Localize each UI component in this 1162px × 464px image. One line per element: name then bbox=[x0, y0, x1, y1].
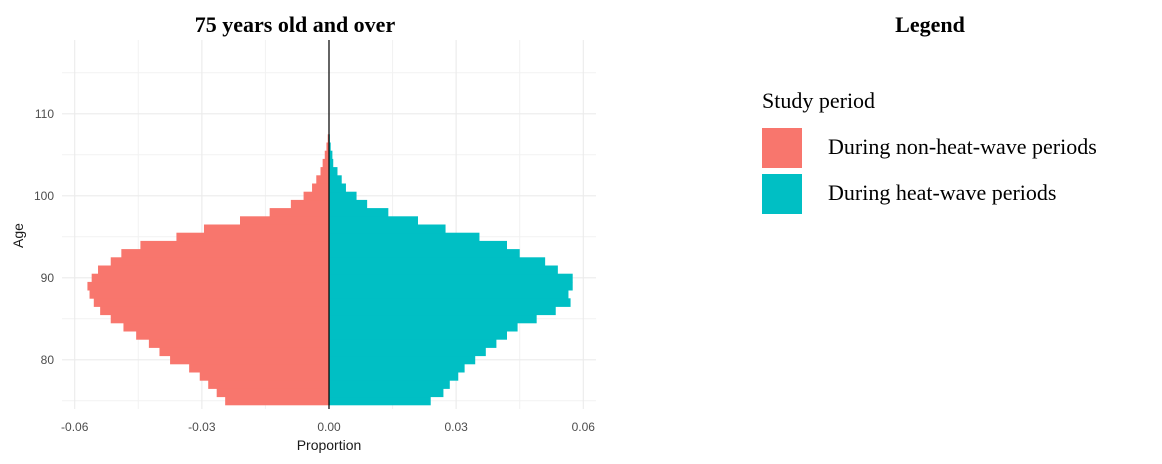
bar-heat-wave bbox=[329, 290, 569, 299]
x-tick-label: -0.06 bbox=[61, 420, 89, 434]
bar-heat-wave bbox=[329, 240, 507, 250]
bar-heat-wave bbox=[329, 388, 444, 398]
bar-heat-wave bbox=[329, 142, 331, 152]
axis-layer: -0.06 -0.03 0.00 0.03 0.06 80 90 100 110 Proporti… bbox=[10, 40, 595, 453]
bar-non-heat-wave bbox=[123, 322, 329, 332]
bar-heat-wave bbox=[329, 347, 486, 357]
bar-non-heat-wave bbox=[140, 240, 329, 250]
bar-non-heat-wave bbox=[121, 249, 329, 258]
bar-non-heat-wave bbox=[312, 183, 329, 193]
bar-non-heat-wave bbox=[316, 175, 329, 184]
population-pyramid-chart: -0.06 -0.03 0.00 0.03 0.06 80 90 100 110 Proporti… bbox=[10, 40, 596, 453]
bars-layer bbox=[87, 126, 573, 406]
bar-heat-wave bbox=[329, 380, 450, 389]
x-tick-label: 0.03 bbox=[444, 420, 468, 434]
bar-non-heat-wave bbox=[327, 134, 329, 143]
x-tick-label: -0.03 bbox=[188, 420, 216, 434]
bar-non-heat-wave bbox=[136, 331, 329, 340]
bar-non-heat-wave bbox=[322, 158, 329, 168]
bar-non-heat-wave bbox=[303, 191, 329, 201]
y-tick-label: 80 bbox=[41, 353, 55, 367]
bar-heat-wave bbox=[329, 249, 520, 258]
bar-non-heat-wave bbox=[93, 298, 330, 307]
chart-title: 75 years old and over bbox=[194, 12, 396, 37]
legend-label-non-heat-wave: During non-heat-wave periods bbox=[828, 134, 1097, 159]
x-axis-title: Proportion bbox=[297, 437, 362, 453]
bar-heat-wave bbox=[329, 167, 338, 176]
bar-non-heat-wave bbox=[100, 306, 330, 316]
bar-non-heat-wave bbox=[159, 347, 329, 357]
bar-non-heat-wave bbox=[87, 281, 329, 291]
bar-heat-wave bbox=[329, 150, 333, 160]
bar-heat-wave bbox=[329, 314, 537, 324]
bar-heat-wave bbox=[329, 183, 346, 193]
legend-swatch-heat-wave bbox=[762, 174, 802, 214]
bar-non-heat-wave bbox=[98, 265, 330, 275]
bar-non-heat-wave bbox=[320, 167, 329, 176]
bar-non-heat-wave bbox=[225, 396, 329, 406]
bar-non-heat-wave bbox=[216, 388, 329, 398]
bar-heat-wave bbox=[329, 191, 357, 201]
legend-subtitle: Study period bbox=[762, 88, 876, 113]
bar-heat-wave bbox=[329, 257, 546, 266]
bar-non-heat-wave bbox=[148, 339, 329, 348]
bar-non-heat-wave bbox=[324, 150, 329, 160]
bar-non-heat-wave bbox=[189, 363, 329, 373]
bar-non-heat-wave bbox=[199, 372, 329, 381]
bar-heat-wave bbox=[329, 208, 389, 217]
bar-heat-wave bbox=[329, 224, 446, 234]
bar-non-heat-wave bbox=[240, 216, 329, 225]
bar-non-heat-wave bbox=[89, 290, 329, 299]
bar-heat-wave bbox=[329, 175, 342, 184]
bar-non-heat-wave bbox=[176, 232, 329, 242]
bar-non-heat-wave bbox=[110, 257, 329, 266]
bar-heat-wave bbox=[329, 281, 573, 291]
bar-heat-wave bbox=[329, 396, 431, 406]
bar-heat-wave bbox=[329, 355, 476, 365]
bar-non-heat-wave bbox=[170, 355, 329, 365]
x-tick-label: 0.06 bbox=[572, 420, 596, 434]
bar-non-heat-wave bbox=[326, 142, 329, 152]
bar-heat-wave bbox=[329, 372, 459, 381]
y-tick-label: 100 bbox=[34, 189, 54, 203]
y-axis-title: Age bbox=[10, 223, 26, 248]
y-tick-label: 90 bbox=[41, 271, 55, 285]
bar-heat-wave bbox=[329, 306, 556, 316]
legend-swatch-non-heat-wave bbox=[762, 128, 802, 168]
bar-non-heat-wave bbox=[91, 273, 330, 283]
bar-non-heat-wave bbox=[290, 199, 329, 209]
bar-heat-wave bbox=[329, 322, 518, 332]
bar-heat-wave bbox=[329, 331, 507, 340]
bar-heat-wave bbox=[329, 158, 334, 168]
bar-heat-wave bbox=[329, 216, 418, 225]
bar-heat-wave bbox=[329, 199, 368, 209]
bar-non-heat-wave bbox=[208, 380, 329, 389]
bar-heat-wave bbox=[329, 232, 480, 242]
bar-non-heat-wave bbox=[269, 208, 329, 217]
bar-non-heat-wave bbox=[203, 224, 329, 234]
y-tick-label: 110 bbox=[35, 107, 54, 121]
x-tick-label: 0.00 bbox=[317, 420, 341, 434]
bar-heat-wave bbox=[329, 339, 497, 348]
bar-heat-wave bbox=[329, 273, 573, 283]
bar-non-heat-wave bbox=[110, 314, 329, 324]
bar-heat-wave bbox=[329, 265, 558, 275]
legend-title: Legend bbox=[895, 12, 965, 37]
legend-label-heat-wave: During heat-wave periods bbox=[828, 180, 1057, 205]
bar-heat-wave bbox=[329, 363, 465, 373]
bar-heat-wave bbox=[329, 298, 571, 307]
